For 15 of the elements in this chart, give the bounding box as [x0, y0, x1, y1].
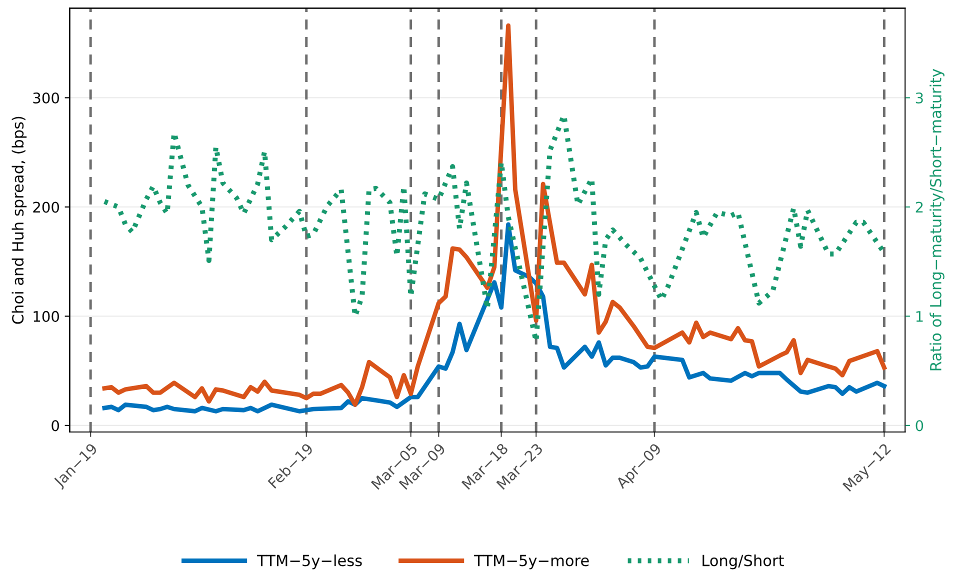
line-series — [102, 23, 886, 407]
y-tick-label: 200 — [33, 202, 60, 213]
y2-tick-label: 1 — [916, 311, 923, 322]
y-axis-title: Choi and Huh spread, (bps) — [12, 116, 27, 324]
legend-label: TTM−5y−more — [474, 554, 589, 570]
legend-label: Long/Short — [702, 554, 784, 570]
y-tick-label: 300 — [33, 92, 60, 104]
y2-axis-title: Ratio of Long−maturity/Short−maturity — [930, 68, 944, 370]
legend-label: TTM−5y−less — [257, 554, 362, 570]
y-tick-label: 0 — [52, 420, 60, 432]
line-series — [102, 222, 886, 414]
y2-tick-label: 0 — [916, 420, 924, 432]
y-tick-label: 100 — [34, 310, 60, 322]
y2-tick-label: 2 — [916, 202, 923, 213]
y2-tick-label: 3 — [916, 92, 923, 104]
